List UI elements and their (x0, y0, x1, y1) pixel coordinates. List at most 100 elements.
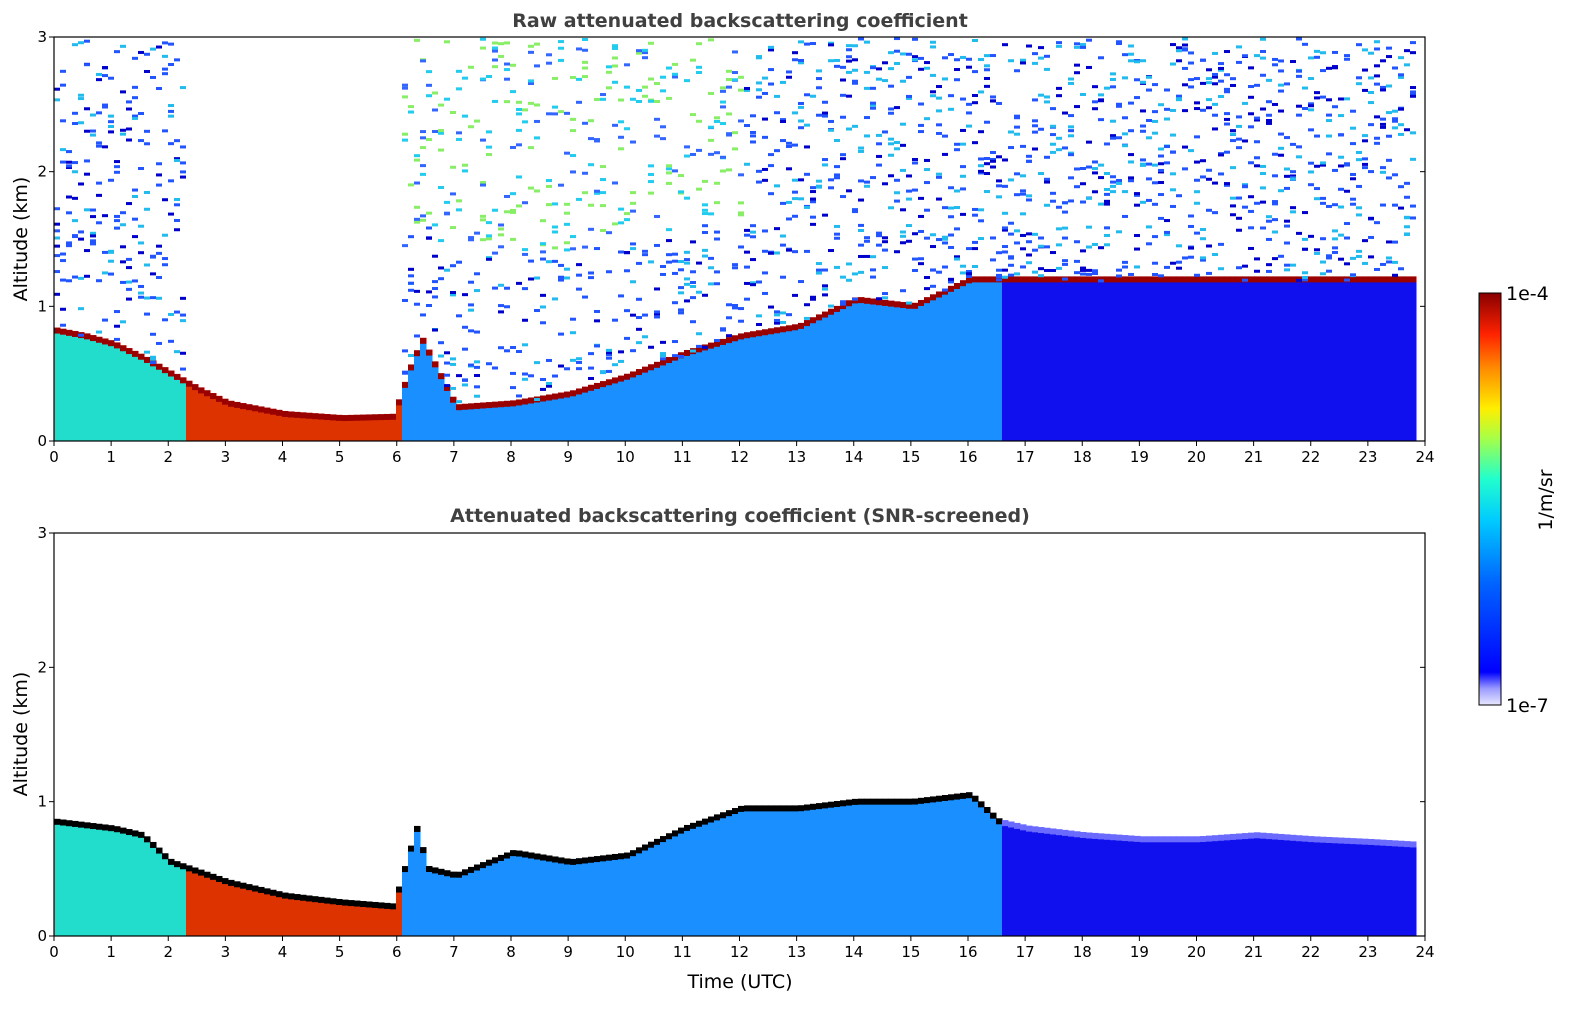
heatmap-cell (1278, 189, 1284, 193)
heatmap-cell (1044, 180, 1050, 184)
heatmap-cell (654, 134, 660, 138)
heatmap-cell (846, 70, 852, 74)
heatmap-cell (1368, 51, 1374, 55)
heatmap-cell (1068, 125, 1074, 129)
heatmap-cell (1020, 827, 1027, 936)
heatmap-cell (1356, 841, 1363, 936)
heatmap-cell (1212, 72, 1218, 76)
heatmap-cell (822, 158, 828, 162)
heatmap-cell (1260, 56, 1266, 60)
heatmap-cell (702, 224, 708, 228)
heatmap-cell (1002, 245, 1008, 249)
heatmap-cell (78, 237, 84, 241)
heatmap-cell (162, 67, 168, 71)
heatmap-cell (864, 798, 871, 805)
heatmap-cell (372, 414, 379, 421)
heatmap-cell (1332, 279, 1339, 441)
heatmap-cell (1110, 180, 1116, 184)
heatmap-cell (504, 77, 510, 81)
heatmap-cell (120, 320, 126, 324)
heatmap-cell (438, 129, 444, 133)
heatmap-cell (60, 160, 66, 164)
heatmap-cell (780, 80, 786, 84)
heatmap-cell (1344, 837, 1351, 844)
heatmap-cell (126, 832, 133, 936)
heatmap-cell (708, 345, 715, 441)
heatmap-cell (408, 235, 414, 239)
heatmap-cell (1308, 279, 1315, 441)
heatmap-cell (90, 335, 97, 342)
heatmap-cell (510, 237, 516, 241)
heatmap-cell (990, 279, 997, 441)
heatmap-cell (834, 64, 840, 68)
heatmap-cell (1356, 82, 1362, 86)
heatmap-cell (1362, 68, 1368, 72)
heatmap-cell (654, 838, 661, 845)
heatmap-cell (60, 328, 67, 335)
heatmap-cell (468, 329, 474, 333)
heatmap-cell (786, 248, 792, 252)
heatmap-cell (1110, 184, 1116, 188)
heatmap-cell (384, 413, 391, 420)
heatmap-cell (1146, 198, 1152, 202)
heatmap-cell (1044, 830, 1051, 936)
heatmap-cell (222, 401, 229, 441)
heatmap-cell (612, 44, 618, 48)
heatmap-cell (876, 798, 883, 805)
heatmap-cell (558, 40, 564, 44)
heatmap-cell (570, 861, 577, 936)
heatmap-cell (1212, 82, 1218, 86)
heatmap-cell (456, 314, 462, 318)
heatmap-cell (1146, 279, 1153, 441)
heatmap-cell (126, 138, 132, 142)
heatmap-cell (1272, 218, 1278, 222)
heatmap-cell (1398, 206, 1404, 210)
heatmap-cell (1134, 60, 1140, 64)
heatmap-cell (588, 376, 594, 380)
heatmap-cell (312, 416, 319, 441)
heatmap-cell (126, 348, 133, 355)
heatmap-cell (582, 389, 589, 441)
heatmap-cell (852, 798, 859, 805)
heatmap-cell (1236, 115, 1242, 119)
heatmap-cell (840, 302, 846, 306)
heatmap-cell (174, 58, 180, 62)
heatmap-cell (1122, 260, 1128, 264)
heatmap-cell (132, 96, 138, 100)
heatmap-cell (180, 367, 186, 371)
heatmap-cell (1206, 81, 1212, 85)
heatmap-cell (1296, 279, 1303, 441)
heatmap-cell (1266, 215, 1272, 219)
heatmap-cell (1098, 56, 1104, 60)
heatmap-cell (1236, 60, 1242, 64)
heatmap-cell (1332, 203, 1338, 207)
heatmap-cell (264, 891, 271, 936)
heatmap-cell (654, 361, 661, 368)
heatmap-cell (876, 163, 882, 167)
heatmap-cell (894, 801, 901, 936)
heatmap-cell (1284, 219, 1290, 223)
heatmap-cell (1146, 177, 1152, 181)
heatmap-cell (1356, 279, 1363, 441)
heatmap-cell (804, 323, 811, 441)
heatmap-cell (462, 403, 469, 410)
heatmap-cell (810, 186, 816, 190)
heatmap-cell (498, 857, 505, 936)
heatmap-cell (1068, 176, 1074, 180)
heatmap-cell (600, 381, 607, 388)
heatmap-cell (474, 402, 481, 409)
heatmap-cell (468, 403, 475, 410)
heatmap-cell (138, 291, 144, 295)
heatmap-cell (558, 278, 564, 282)
heatmap-cell (1140, 839, 1147, 936)
heatmap-cell (528, 855, 535, 936)
heatmap-cell (894, 49, 900, 53)
heatmap-cell (540, 242, 546, 246)
x-tick-label: 6 (392, 448, 402, 466)
heatmap-cell (762, 178, 768, 182)
heatmap-cell (462, 347, 468, 351)
heatmap-cell (552, 374, 558, 378)
heatmap-cell (1014, 116, 1020, 120)
heatmap-cell (162, 129, 168, 133)
heatmap-cell (180, 380, 187, 441)
